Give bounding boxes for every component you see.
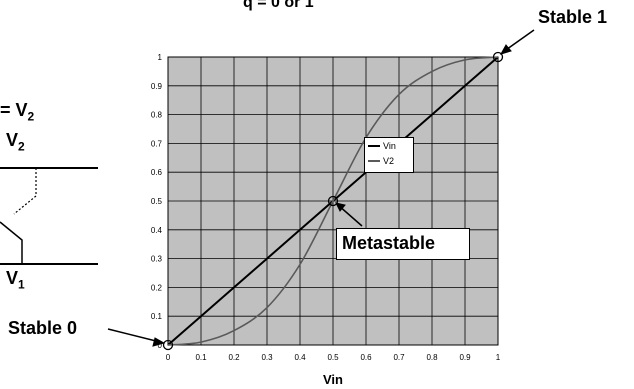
legend-label: Vin <box>383 140 396 151</box>
chart-legend: Vin V2 <box>364 137 414 173</box>
eq-v2-label: = V2 <box>0 100 35 124</box>
stable1-arrowhead <box>499 44 512 55</box>
gate-outline <box>0 221 23 264</box>
stable-points <box>162 51 504 351</box>
stable1-label: Stable 1 <box>538 7 608 27</box>
x-tick-label: 1 <box>496 353 501 362</box>
y-tick-label: 0.1 <box>151 312 163 321</box>
v1-node-label: V1 <box>6 268 25 292</box>
x-tick-label: 0.3 <box>261 353 273 362</box>
y-tick-label: 0.5 <box>151 197 163 206</box>
legend-label: V2 <box>383 155 395 166</box>
metastable-callout: Metastable <box>336 228 470 260</box>
x-tick-labels: 0 0.1 0.2 0.3 0.4 0.5 0.6 0.7 0.8 0.9 1 <box>166 353 501 362</box>
metastable-arrowhead <box>335 202 346 212</box>
stable0-arrow-line <box>107 328 161 343</box>
series-line-v2 <box>167 56 499 346</box>
y-tick-label: 1 <box>158 53 163 62</box>
y-tick-label: 0.6 <box>151 168 163 177</box>
x-tick-label: 0.1 <box>195 353 207 362</box>
equilibrium-point <box>327 195 339 207</box>
x-tick-label: 0.9 <box>459 353 471 362</box>
y-tick-label: 0.9 <box>151 82 163 91</box>
y-tick-label: 0.3 <box>151 255 163 264</box>
x-axis-label: Vin <box>323 372 343 387</box>
x-tick-label: 0.4 <box>294 353 306 362</box>
legend-entry: V2 <box>365 153 413 168</box>
metastable-label: Metastable <box>342 233 436 253</box>
y-tick-label: 0.2 <box>151 283 163 292</box>
y-tick-label: 0.7 <box>151 139 163 148</box>
y-tick-label: 0.8 <box>151 111 163 120</box>
annotation-arrows <box>107 29 535 347</box>
stable0-arrowhead <box>152 337 166 347</box>
plot-area: 0 0.1 0.2 0.3 0.4 0.5 0.6 0.7 0.8 0.9 1 0 0.1 0.2 0.3… <box>151 51 504 387</box>
stable0-label: Stable 0 <box>8 318 78 338</box>
top-caption: q = 0 or 1 <box>243 0 314 11</box>
y-tick-label: 0 <box>158 341 163 350</box>
dotted-feedback <box>13 168 37 215</box>
x-tick-label: 0 <box>166 353 171 362</box>
legend-swatch <box>368 144 380 147</box>
legend-entry: Vin <box>365 138 413 153</box>
equilibrium-point <box>492 51 504 63</box>
x-tick-label: 0.8 <box>426 353 438 362</box>
x-tick-label: 0.2 <box>228 353 240 362</box>
legend-swatch <box>368 159 380 162</box>
legend-items: Vin V2 <box>365 138 413 168</box>
v2-node-label: V2 <box>6 130 25 154</box>
y-tick-label: 0.4 <box>151 226 163 235</box>
y-tick-labels: 0 0.1 0.2 0.3 0.4 0.5 0.6 0.7 0.8 0.9 1 <box>151 53 163 350</box>
gridlines <box>167 56 499 346</box>
x-tick-label: 0.6 <box>360 353 372 362</box>
series-layer <box>167 56 499 346</box>
x-tick-label: 0.7 <box>393 353 405 362</box>
x-tick-label: 0.5 <box>327 353 339 362</box>
equilibrium-point <box>162 339 174 351</box>
circuit-wires <box>0 167 98 265</box>
